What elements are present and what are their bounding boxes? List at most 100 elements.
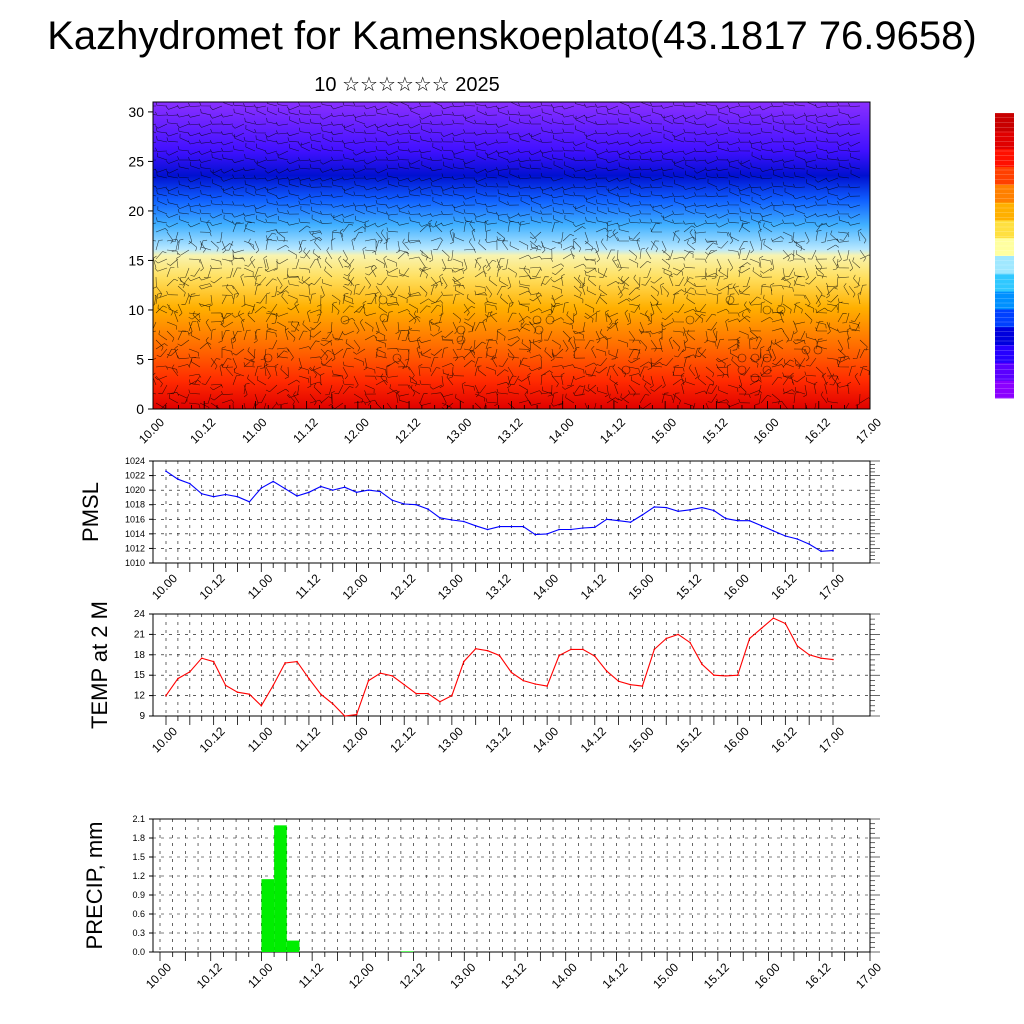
calm-wind-circle xyxy=(737,353,747,363)
pmsl-point xyxy=(701,506,703,509)
temp-point xyxy=(189,671,191,673)
temp-point xyxy=(546,685,548,687)
temp-point xyxy=(355,713,358,716)
temp-point xyxy=(212,660,215,663)
temp-point xyxy=(510,671,513,674)
temp-point xyxy=(582,648,584,651)
page-subtitle: 10 ☆☆☆☆☆☆ 2025 xyxy=(314,74,500,96)
pmsl-point xyxy=(605,518,608,521)
calm-wind-circle xyxy=(750,373,760,383)
colorbar-segment xyxy=(995,255,1014,274)
pmsl-point xyxy=(558,528,560,531)
calm-wind-circle xyxy=(776,305,786,315)
precip-x-tick-label: 10.00 xyxy=(143,960,174,991)
temp-point xyxy=(165,694,167,697)
temp-point xyxy=(367,679,370,682)
pmsl-x-tick-label: 13.12 xyxy=(482,571,513,602)
precip-x-tick-label: 13.12 xyxy=(498,960,529,991)
colorbar-segment xyxy=(995,273,1014,292)
pmsl-point xyxy=(629,521,632,523)
temp-panel: 9 12 15 18 21 24 10.00 10.12 11.00 11.12 12.00 12.1… xyxy=(87,601,880,755)
heatmap-x-tick-label: 13.00 xyxy=(443,415,474,446)
pmsl-point xyxy=(593,526,596,529)
heatmap-x-tick-label: 12.12 xyxy=(392,415,423,446)
colorbar-segment xyxy=(995,166,1014,185)
pmsl-x-tick-label: 14.00 xyxy=(530,571,561,602)
pmsl-y-tick-label: 1014 xyxy=(125,529,145,539)
pmsl-point xyxy=(653,506,656,508)
calm-wind-circle xyxy=(532,315,542,325)
pmsl-y-tick-label: 1018 xyxy=(125,500,145,510)
temp-x-tick-label: 10.00 xyxy=(149,724,180,755)
precip-x-tick-label: 15.12 xyxy=(701,960,732,991)
colorbar xyxy=(995,112,1014,399)
calm-wind-circle xyxy=(456,335,466,345)
temp-point xyxy=(808,654,810,656)
colorbar-segment xyxy=(995,130,1014,150)
pmsl-y-tick-label: 1020 xyxy=(125,485,145,495)
pmsl-point xyxy=(355,491,358,494)
temp-point xyxy=(427,692,429,695)
precip-x-tick-label: 14.12 xyxy=(599,960,630,991)
temp-x-tick-label: 14.12 xyxy=(578,724,609,755)
heatmap-x-tick-label: 12.00 xyxy=(341,415,372,446)
heatmap-x-tick-label: 10.00 xyxy=(136,415,167,446)
page-title: Kazhydromet for Kamenskoeplato(43.1817 7… xyxy=(47,14,977,58)
heatmap-x-tick-label: 15.12 xyxy=(699,415,730,446)
pmsl-point xyxy=(177,478,179,481)
temp-x-tick-label: 15.00 xyxy=(625,724,656,755)
heatmap-x-tick-label: 15.00 xyxy=(648,415,679,446)
pmsl-point xyxy=(427,508,429,510)
precip-x-tick-label: 14.00 xyxy=(549,960,580,991)
pmsl-y-tick-label: 1012 xyxy=(125,543,145,553)
precip-y-tick-label: 1.8 xyxy=(132,833,145,843)
pmsl-x-tick-label: 12.12 xyxy=(387,571,418,602)
precip-x-tick-label: 17.00 xyxy=(853,960,884,991)
temp-point xyxy=(439,700,441,703)
pmsl-y-tick-label: 1010 xyxy=(125,558,145,568)
temp-point xyxy=(474,647,477,650)
temp-point xyxy=(486,649,489,652)
calm-wind-circle xyxy=(263,353,273,363)
colorbar-segment xyxy=(995,308,1014,328)
pmsl-point xyxy=(748,519,751,522)
heatmap-y-tick-label: 5 xyxy=(136,351,144,367)
pmsl-point xyxy=(736,519,739,522)
temp-point xyxy=(498,654,501,657)
precip-x-tick-label: 16.00 xyxy=(752,960,783,991)
temp-point xyxy=(177,677,179,680)
temp-point xyxy=(296,660,298,663)
temp-point xyxy=(534,683,537,685)
pmsl-point xyxy=(296,495,298,497)
pmsl-point xyxy=(510,525,513,528)
temp-y-tick-label: 15 xyxy=(134,670,146,681)
temp-point xyxy=(653,648,656,651)
temp-x-tick-label: 17.00 xyxy=(816,724,847,755)
heatmap-x-tick-label: 10.12 xyxy=(187,415,218,446)
colorbar-segment xyxy=(995,184,1014,203)
colorbar-segment xyxy=(995,113,1014,132)
pmsl-point xyxy=(165,470,167,473)
temp-point xyxy=(701,663,703,666)
pmsl-point xyxy=(272,480,274,483)
calm-wind-circle xyxy=(762,353,772,363)
wind-barbs xyxy=(153,102,870,409)
pmsl-point xyxy=(641,514,644,516)
pmsl-point xyxy=(212,495,215,498)
temp-point xyxy=(570,648,572,651)
temp-point xyxy=(343,715,346,717)
pmsl-panel: 1010 1012 1014 1016 1018 1020 1022 1024 10.00 10.… xyxy=(78,456,880,602)
temp-point xyxy=(403,683,406,686)
temp-point xyxy=(796,645,799,647)
temp-point xyxy=(784,622,787,625)
precip-x-tick-label: 16.12 xyxy=(802,960,833,991)
temp-x-tick-label: 15.12 xyxy=(673,724,704,755)
temp-x-tick-label: 11.00 xyxy=(245,724,276,755)
temp-x-tick-label: 16.12 xyxy=(768,724,799,755)
calm-wind-circle xyxy=(725,295,735,305)
pmsl-point xyxy=(713,509,715,512)
temp-point xyxy=(379,672,382,674)
calm-wind-circle xyxy=(621,365,631,375)
pmsl-point xyxy=(451,519,453,521)
